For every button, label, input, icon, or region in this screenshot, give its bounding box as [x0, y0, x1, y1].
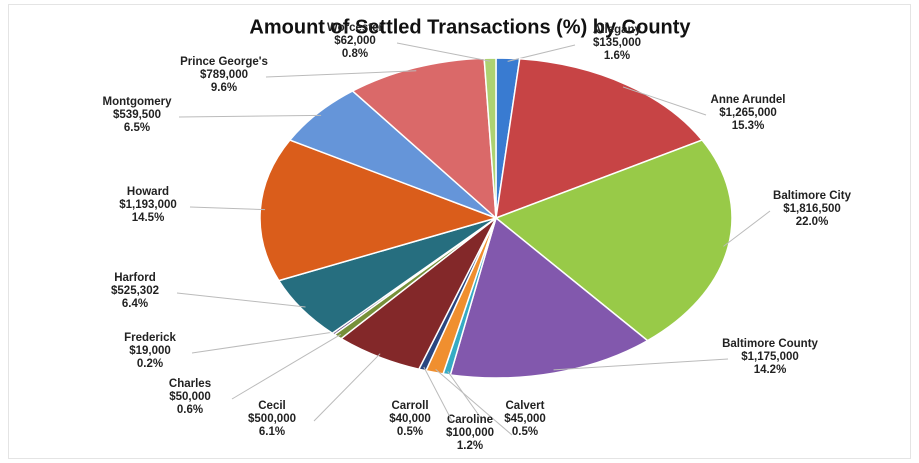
- slice-label-percent: 0.5%: [397, 426, 423, 438]
- slice-label-amount: $40,000: [389, 413, 431, 425]
- slice-label-amount: $135,000: [593, 37, 641, 49]
- slice-label-percent: 22.0%: [796, 216, 829, 228]
- slice-label-name: Montgomery: [103, 96, 173, 108]
- leader-line: [265, 70, 417, 78]
- slice-label-amount: $1,816,500: [783, 203, 841, 215]
- slice-label-name: Cecil: [258, 400, 286, 412]
- slice-label-name: Charles: [169, 378, 211, 390]
- slice-label-amount: $1,175,000: [741, 351, 799, 363]
- leader-line: [723, 210, 771, 247]
- slice-label-percent: 1.6%: [604, 50, 630, 62]
- slice-label-name: Frederick: [124, 332, 176, 344]
- slice-label-name: Worcester: [327, 22, 384, 34]
- leader-line: [447, 371, 484, 422]
- pie-slice: [495, 58, 704, 220]
- leader-line: [423, 366, 453, 422]
- slice-label-amount: $1,265,000: [719, 107, 777, 119]
- leader-line: [396, 42, 491, 62]
- slice-label-amount: $50,000: [169, 391, 211, 403]
- pie-slice: [449, 216, 649, 379]
- leader-line: [191, 331, 337, 354]
- slice-label-name: Baltimore County: [722, 338, 818, 350]
- leader-line: [189, 206, 266, 211]
- leader-line: [622, 86, 707, 116]
- slice-label-percent: 1.2%: [457, 440, 483, 452]
- leader-line: [435, 368, 513, 436]
- slice-label-percent: 0.5%: [512, 426, 538, 438]
- slice-label-name: Caroline: [447, 414, 493, 426]
- slice-label-amount: $62,000: [334, 35, 376, 47]
- slice-label-amount: $500,000: [248, 413, 296, 425]
- leader-line: [176, 292, 306, 308]
- slice-label-amount: $1,193,000: [119, 199, 177, 211]
- slice-label-name: Prince George's: [180, 56, 268, 68]
- leader-line: [313, 353, 381, 422]
- slice-label-amount: $789,000: [200, 69, 248, 81]
- slice-label-percent: 15.3%: [732, 120, 765, 132]
- slice-label-amount: $539,500: [113, 109, 161, 121]
- slice-label-percent: 14.2%: [754, 364, 787, 376]
- leader-line: [231, 333, 342, 400]
- slice-label-name: Calvert: [506, 400, 545, 412]
- slice-label-percent: 6.5%: [124, 122, 150, 134]
- slice-label-amount: $525,302: [111, 285, 159, 297]
- slice-label-name: Harford: [114, 272, 156, 284]
- pie-slice: [483, 57, 497, 219]
- slice-label-percent: 14.5%: [132, 212, 165, 224]
- slice-label-name: Baltimore City: [773, 190, 852, 202]
- slice-label-percent: 9.6%: [211, 82, 237, 94]
- slice-label-percent: 0.2%: [137, 358, 163, 370]
- leader-line: [553, 358, 729, 371]
- slice-label-percent: 0.6%: [177, 404, 203, 416]
- slice-label-amount: $100,000: [446, 427, 494, 439]
- slice-label-percent: 0.8%: [342, 48, 368, 60]
- leader-line: [178, 114, 322, 118]
- chart-title: Amount of Settled Transactions (%) by Co…: [249, 16, 691, 38]
- slice-label-amount: $45,000: [504, 413, 546, 425]
- slice-label-amount: $19,000: [129, 345, 171, 357]
- slice-label-name: Allegany: [593, 24, 642, 36]
- slice-label-percent: 6.4%: [122, 298, 148, 310]
- leader-line: [507, 44, 576, 62]
- slice-label-name: Carroll: [391, 400, 428, 412]
- pie-slice: [494, 139, 733, 342]
- slice-label-name: Anne Arundel: [711, 94, 786, 106]
- slice-label-percent: 6.1%: [259, 426, 285, 438]
- slice-label-name: Howard: [127, 186, 169, 198]
